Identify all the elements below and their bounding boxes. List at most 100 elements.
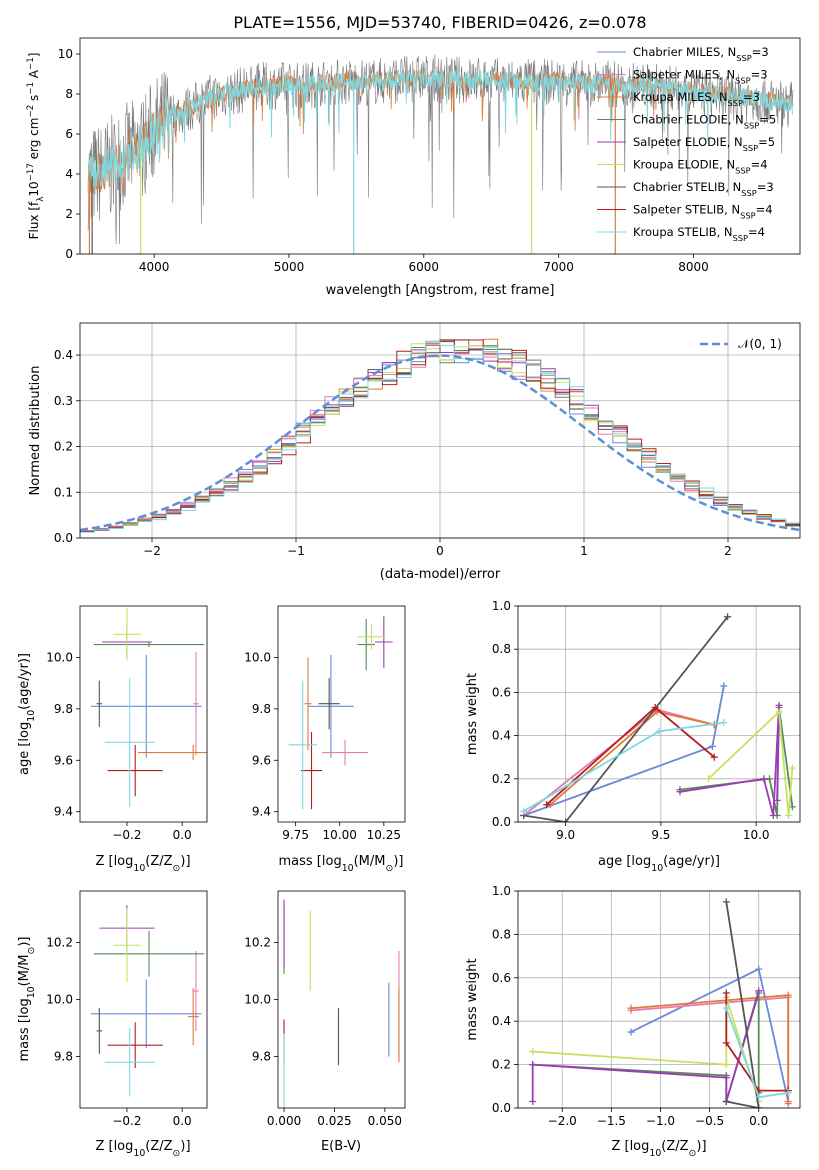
age-vs-z-axes-xtick-label: −0.2 <box>112 828 141 842</box>
weight-vs-z-axes: −2.0 −1.5 −1.0 −0.5 0.0 0.0 0.2 0.4 0.6 0.8 1.0 mas… <box>465 884 801 1159</box>
figure-title: PLATE=1556, MJD=53740, FIBERID=0426, z=0… <box>233 13 646 32</box>
residuals-axes-ytick-label: 0.1 <box>54 485 73 499</box>
weight-vs-z-axes-ylabel: mass weight <box>465 958 480 1040</box>
age-vs-z-axes-ytick-label: 9.4 <box>54 805 73 819</box>
mass-vs-ebv-axes-ytick-label: 10.2 <box>244 935 271 949</box>
residual-histogram <box>80 339 800 533</box>
weight-vs-age-axes: 9.0 9.5 10.0 0.0 0.2 0.4 0.6 0.8 1.0 mass weight a… <box>465 599 801 874</box>
weight-point-marker <box>722 1039 730 1047</box>
age-vs-mass-axes-xtick-label: 10.00 <box>323 828 357 842</box>
age-vs-mass-axes-ytick-label: 10.0 <box>244 650 271 664</box>
weight-vs-age-axes-ylabel: mass weight <box>465 673 480 755</box>
weight-point-marker <box>784 1100 792 1108</box>
residuals-axes-xtick-label: 1 <box>580 544 588 558</box>
age-vs-z-axes-ytick-label: 9.8 <box>54 702 73 716</box>
legend-entry: Chabrier MILES, NSSP=3 <box>633 45 769 63</box>
residuals-axes-xtick-label: −1 <box>287 544 305 558</box>
age-vs-mass-axes-plot-area <box>288 616 393 810</box>
weight-point-marker <box>562 818 570 822</box>
weight-point-marker <box>755 987 763 995</box>
weight-point-marker <box>784 991 792 999</box>
spectrum-axes-frame <box>79 37 801 255</box>
age-vs-mass-axes: 9.75 10.00 10.25 9.4 9.6 9.8 10.0 mass [log10(M… <box>244 605 406 874</box>
weight-point-marker <box>722 898 730 906</box>
weight-point-marker <box>722 1074 730 1082</box>
weight-point-marker <box>720 682 728 690</box>
mass-vs-z-ylabel: mass [log10(M/M⊙)] <box>17 937 37 1062</box>
spectrum-axes-plot-area <box>87 54 794 254</box>
spectrum-axes-xtick-label: 6000 <box>409 260 440 274</box>
weight-point-marker <box>769 812 777 820</box>
legend-entry: Kroupa STELIB, NSSP=4 <box>633 225 765 243</box>
legend-entry: Salpeter MILES, NSSP=3 <box>633 68 768 86</box>
residuals-axes-ytick-label: 0.3 <box>54 394 73 408</box>
mass-vs-ebv-axes-xtick-label: 0.050 <box>368 1114 402 1128</box>
weight-point-marker <box>708 742 716 750</box>
spectrum-axes-ytick-label: 6 <box>65 127 73 141</box>
weight-point-marker <box>529 1061 537 1069</box>
mass-vs-ebv-axes-xtick-label: 0.000 <box>267 1114 301 1128</box>
spectrum-axes-xtick-label: 5000 <box>274 260 305 274</box>
weight-point-marker <box>627 1004 635 1012</box>
weight-point-marker <box>529 1097 537 1105</box>
weight-point-marker <box>755 965 763 973</box>
age-vs-z-axes-frame <box>79 605 208 823</box>
legend-entry: Chabrier STELIB, NSSP=3 <box>633 180 774 198</box>
residuals-axes-xtick-label: 2 <box>724 544 732 558</box>
weight-point-marker <box>724 613 732 621</box>
weight-point-marker <box>722 1097 730 1105</box>
weight-vs-z-axes-xtick-label: −1.0 <box>646 1114 675 1128</box>
weight-vs-age-axes-ytick-label: 0.4 <box>492 729 511 743</box>
age-vs-mass-axes-ytick-label: 9.6 <box>252 753 271 767</box>
residuals-axes-xtick-label: −2 <box>143 544 161 558</box>
weight-point-marker <box>651 704 659 712</box>
age-vs-mass-axes-xtick-label: 10.25 <box>367 828 401 842</box>
spectrum-model-line <box>87 68 794 195</box>
age-vs-mass-xlabel: mass [log10(M/M⊙)] <box>279 854 404 874</box>
mass-vs-z-axes-ytick-label: 10.2 <box>46 935 73 949</box>
legend-entry: Salpeter ELODIE, NSSP=5 <box>633 135 775 153</box>
weight-vs-z-xlabel: Z [log10(Z/Z⊙)] <box>611 1139 706 1159</box>
spectrum-axes-xtick-label: 7000 <box>543 260 574 274</box>
weight-point-marker <box>755 1093 763 1101</box>
spectrum-axes-ytick-label: 2 <box>65 207 73 221</box>
weight-vs-z-axes-ytick-label: 0.2 <box>492 1058 511 1072</box>
residuals-axes-ytick-label: 0.4 <box>54 348 73 362</box>
weight-vs-z-axes-ytick-label: 0.6 <box>492 971 511 985</box>
mass-vs-z-axes-xtick-label: 0.0 <box>173 1114 192 1128</box>
weight-point-marker <box>710 753 718 761</box>
weight-vs-age-axes-ytick-label: 0.2 <box>492 772 511 786</box>
weight-series-line <box>725 901 760 1108</box>
spectrum-axes-xtick-label: 8000 <box>678 260 709 274</box>
residuals-xlabel: (data-model)/error <box>380 567 501 582</box>
weight-vs-z-axes-xtick-label: −1.5 <box>597 1114 626 1128</box>
weight-vs-z-axes-plot-area <box>529 898 792 1108</box>
residuals-axes-ytick-label: 0.2 <box>54 440 73 454</box>
age-vs-mass-axes-ytick-label: 9.8 <box>252 702 271 716</box>
age-vs-z-xlabel: Z [log10(Z/Z⊙)] <box>95 854 190 874</box>
weight-vs-z-axes-frame <box>517 890 801 1109</box>
weight-vs-z-axes-xtick-label: 0.0 <box>749 1114 768 1128</box>
weight-series-line <box>523 616 729 822</box>
weight-point-marker <box>543 801 551 809</box>
weight-vs-age-xlabel: age [log10(age/yr)] <box>598 854 720 874</box>
legend-entry: Chabrier ELODIE, NSSP=5 <box>633 113 776 131</box>
weight-point-marker <box>773 796 781 804</box>
residuals-axes-plot-area <box>80 338 800 533</box>
mass-vs-ebv-axes-frame <box>277 890 406 1109</box>
normal-curve <box>80 354 800 532</box>
weight-vs-z-axes-ytick-label: 0.8 <box>492 927 511 941</box>
mass-vs-ebv-axes-ytick-label: 9.8 <box>252 1050 271 1064</box>
weight-vs-age-axes-plot-area <box>520 613 796 822</box>
weight-vs-age-axes-xtick-label: 9.5 <box>651 828 670 842</box>
mass-vs-ebv-axes-ytick-label: 10.0 <box>244 993 271 1007</box>
mass-vs-ebv-axes-xtick-label: 0.025 <box>317 1114 351 1128</box>
weight-vs-age-axes-ytick-label: 0.8 <box>492 642 511 656</box>
weight-point-marker <box>627 1028 635 1036</box>
mass-vs-z-axes-frame <box>79 890 208 1109</box>
weight-point-marker <box>775 708 783 716</box>
weight-point-marker <box>722 1004 730 1012</box>
weight-point-marker <box>784 1089 792 1097</box>
spectrum-axes-ytick-label: 10 <box>58 47 73 61</box>
weight-point-marker <box>529 1048 537 1056</box>
